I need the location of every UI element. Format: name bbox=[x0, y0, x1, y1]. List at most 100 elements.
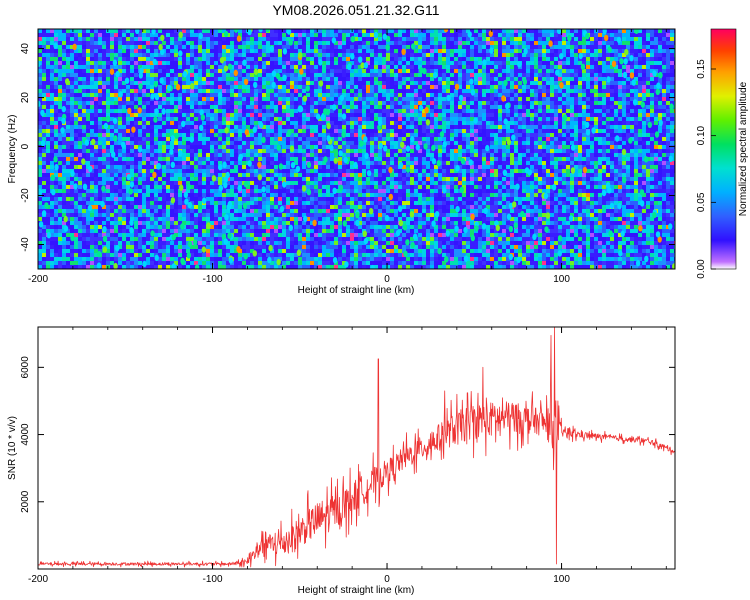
heatmap-cell bbox=[54, 53, 58, 57]
heatmap-cell bbox=[522, 93, 526, 97]
heatmap-cell bbox=[214, 29, 218, 33]
heatmap-cell bbox=[614, 77, 618, 81]
heatmap-cell bbox=[178, 61, 182, 65]
heatmap-cell bbox=[130, 169, 134, 173]
heatmap-cell bbox=[422, 141, 426, 145]
heatmap-cell bbox=[270, 101, 274, 105]
heatmap-cell bbox=[190, 97, 194, 101]
heatmap-cell bbox=[402, 125, 406, 129]
heatmap-cell bbox=[346, 153, 350, 157]
heatmap-cell bbox=[190, 145, 194, 149]
heatmap-cell bbox=[54, 169, 58, 173]
heatmap-cell bbox=[378, 141, 382, 145]
heatmap-cell bbox=[250, 97, 254, 101]
heatmap-cell bbox=[210, 85, 214, 89]
heatmap-cell bbox=[214, 109, 218, 113]
heatmap-cell bbox=[154, 49, 158, 53]
heatmap-cell bbox=[410, 141, 414, 145]
heatmap-cell bbox=[278, 149, 282, 153]
heatmap-cell bbox=[186, 153, 190, 157]
heatmap-cell bbox=[130, 157, 134, 161]
heatmap-cell bbox=[190, 161, 194, 165]
heatmap-cell bbox=[654, 157, 658, 161]
heatmap-cell bbox=[482, 113, 486, 117]
heatmap-cell bbox=[242, 29, 246, 33]
heatmap-cell bbox=[118, 97, 122, 101]
heatmap-cell bbox=[58, 113, 62, 117]
heatmap-cell bbox=[426, 93, 430, 97]
heatmap-cell bbox=[514, 81, 518, 85]
heatmap-cell bbox=[410, 33, 414, 37]
heatmap-cell bbox=[530, 37, 534, 41]
heatmap-cell bbox=[586, 61, 590, 65]
heatmap-cell bbox=[542, 153, 546, 157]
heatmap-cell bbox=[226, 81, 230, 85]
heatmap-cell bbox=[178, 65, 182, 69]
heatmap-cell bbox=[86, 89, 90, 93]
heatmap-cell bbox=[74, 33, 78, 37]
heatmap-cell bbox=[178, 129, 182, 133]
heatmap-cell bbox=[442, 177, 446, 181]
heatmap-cell bbox=[646, 53, 650, 57]
heatmap-cell bbox=[182, 41, 186, 45]
heatmap-cell bbox=[634, 153, 638, 157]
heatmap-cell bbox=[646, 69, 650, 73]
heatmap-cell bbox=[202, 173, 206, 177]
heatmap-cell bbox=[382, 125, 386, 129]
heatmap-cell bbox=[394, 93, 398, 97]
heatmap-cell bbox=[210, 113, 214, 117]
heatmap-cell bbox=[554, 157, 558, 161]
heatmap-cell bbox=[398, 129, 402, 133]
heatmap-cell bbox=[626, 93, 630, 97]
heatmap-cell bbox=[394, 145, 398, 149]
heatmap-cell bbox=[186, 29, 190, 33]
heatmap-cell bbox=[602, 153, 606, 157]
heatmap-cell bbox=[594, 29, 598, 33]
heatmap-cell bbox=[194, 33, 198, 37]
heatmap-cell bbox=[122, 137, 126, 141]
heatmap-cell bbox=[310, 149, 314, 153]
heatmap-cell bbox=[334, 33, 338, 37]
heatmap-cell bbox=[238, 57, 242, 61]
heatmap-cell bbox=[330, 69, 334, 73]
heatmap-cell bbox=[470, 109, 474, 113]
heatmap-cell bbox=[466, 65, 470, 69]
heatmap-cell bbox=[458, 157, 462, 161]
heatmap-cell bbox=[602, 165, 606, 169]
heatmap-cell bbox=[258, 89, 262, 93]
heatmap-cell bbox=[622, 89, 626, 93]
heatmap-cell bbox=[298, 37, 302, 41]
heatmap-cell bbox=[66, 53, 70, 57]
heatmap-cell bbox=[402, 161, 406, 165]
heatmap-cell bbox=[318, 177, 322, 181]
heatmap-cell bbox=[414, 57, 418, 61]
heatmap-cell bbox=[494, 101, 498, 105]
heatmap-cell bbox=[158, 133, 162, 137]
heatmap-cell bbox=[270, 33, 274, 37]
heatmap-cell bbox=[578, 145, 582, 149]
heatmap-cell bbox=[330, 169, 334, 173]
heatmap-cell bbox=[258, 41, 262, 45]
heatmap-cell bbox=[218, 29, 222, 33]
heatmap-cell bbox=[382, 49, 386, 53]
heatmap-cell bbox=[482, 117, 486, 121]
heatmap-cell bbox=[362, 29, 366, 33]
heatmap-cell bbox=[170, 157, 174, 161]
heatmap-cell bbox=[654, 65, 658, 69]
heatmap-cell bbox=[490, 97, 494, 101]
heatmap-cell bbox=[342, 153, 346, 157]
heatmap-cell bbox=[462, 41, 466, 45]
heatmap-cell bbox=[46, 129, 50, 133]
heatmap-cell bbox=[126, 161, 130, 165]
heatmap-cell bbox=[130, 149, 134, 153]
heatmap-cell bbox=[546, 89, 550, 93]
heatmap-cell bbox=[246, 93, 250, 97]
heatmap-cell bbox=[522, 41, 526, 45]
heatmap-cell bbox=[526, 173, 530, 177]
heatmap-cell bbox=[510, 81, 514, 85]
heatmap-cell bbox=[406, 157, 410, 161]
heatmap-cell bbox=[538, 161, 542, 165]
heatmap-cell bbox=[194, 57, 198, 61]
heatmap-cell bbox=[314, 69, 318, 73]
heatmap-cell bbox=[626, 57, 630, 61]
